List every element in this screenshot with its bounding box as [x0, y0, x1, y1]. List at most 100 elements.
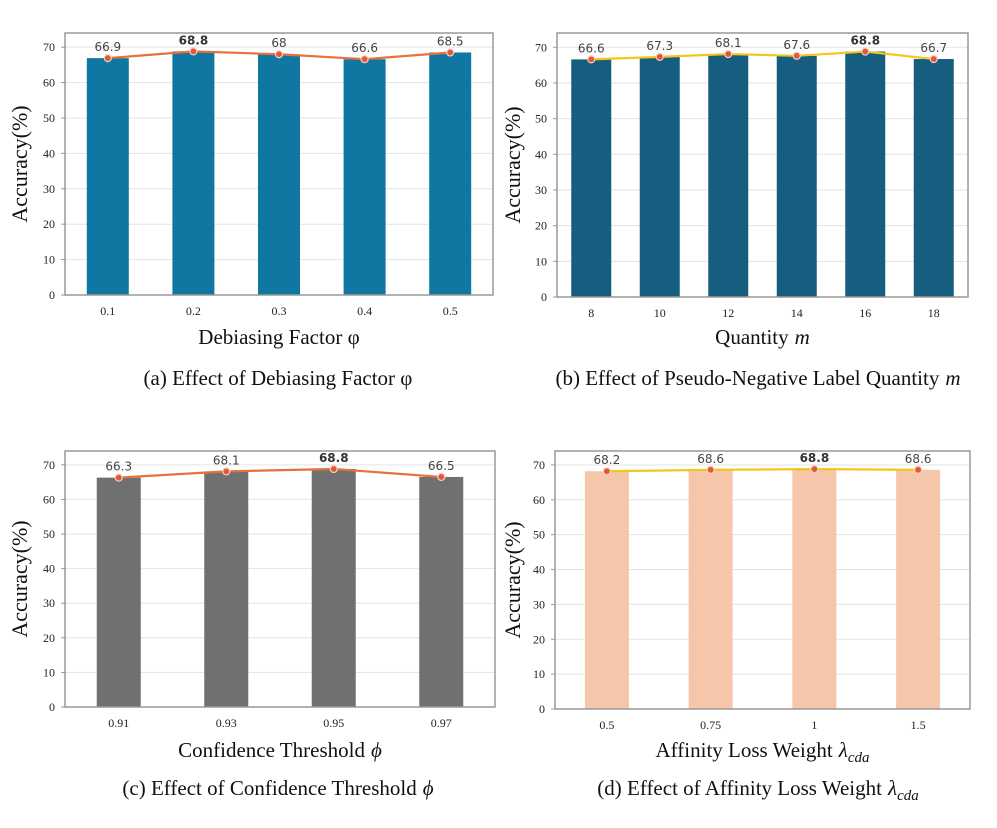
y-tick-label: 70 [535, 40, 547, 54]
data-label: 68.6 [697, 452, 724, 466]
y-tick-label: 20 [43, 631, 55, 645]
bar [913, 59, 954, 297]
trend-line [591, 50, 934, 61]
y-tick-label: 50 [533, 528, 545, 542]
y-tick-label: 0 [49, 700, 55, 714]
y-axis-label: Accuracy(%) [500, 106, 525, 223]
data-point [929, 54, 938, 64]
y-tick-label: 10 [43, 253, 55, 267]
data-label: 68.8 [179, 33, 209, 47]
bar [639, 56, 680, 297]
data-point [222, 467, 231, 476]
data-label: 68.8 [800, 451, 830, 465]
x-tick-label: 16 [859, 306, 871, 320]
plot-frame [64, 450, 496, 708]
y-tick-label: 30 [43, 596, 55, 610]
data-label: 66.9 [94, 40, 121, 54]
x-tick-label: 18 [928, 306, 940, 320]
data-label: 68.1 [213, 453, 240, 467]
x-tick-label: 14 [791, 306, 803, 320]
data-label: 68.6 [905, 452, 932, 466]
y-tick-label: 20 [43, 217, 55, 231]
data-point [446, 48, 455, 57]
x-tick-label: 0.5 [443, 304, 458, 318]
panel-caption-text: (c) Effect of Confidence Threshold [122, 776, 417, 800]
panel-caption: (b) Effect of Pseudo-Negative Label Quan… [555, 366, 960, 390]
y-tick-label: 20 [533, 632, 545, 646]
panel-caption-text: (d) Effect of Affinity Loss Weight [597, 776, 882, 800]
chart-panel-a: 66.9 68.8 68 66.6 68.5 0 10 20 30 40 50 60 70 0.1 0.2 0… [7, 32, 494, 390]
data-point [706, 465, 715, 474]
bar [311, 468, 356, 707]
panel-caption-text: (a) Effect of Debiasing Factor φ [144, 366, 413, 390]
bar [776, 55, 817, 298]
panel-caption: (d) Effect of Affinity Loss Weight λcda [597, 776, 918, 804]
data-point [792, 51, 801, 60]
x-tick-label: 0.95 [323, 716, 344, 730]
y-tick-label: 70 [533, 458, 545, 472]
y-tick-label: 10 [533, 667, 545, 681]
x-tick-label: 1 [811, 718, 817, 732]
panel-caption-subscript: cda [897, 788, 919, 804]
x-tick-label: 1.5 [911, 718, 926, 732]
x-tick-label: 0.97 [431, 716, 452, 730]
chart-panel-d: 68.2 68.6 68.8 68.6 0 10 20 30 40 50 60 70 0.5 0.75 1 1… [500, 450, 971, 804]
panel-caption: (a) Effect of Debiasing Factor φ [144, 366, 413, 390]
bar [896, 469, 941, 709]
panel-caption-variable: λ [887, 776, 897, 800]
x-tick-label: 0.91 [108, 716, 129, 730]
plot-frame [556, 32, 969, 298]
trend-line [606, 468, 919, 473]
x-axis-label-variable: λ [838, 738, 848, 762]
y-tick-label: 0 [539, 702, 545, 716]
data-point [602, 467, 611, 476]
x-tick-label: 0.4 [357, 304, 372, 318]
x-axis-label-variable: ϕ [371, 738, 382, 762]
y-tick-label: 60 [535, 76, 547, 90]
data-label: 66.5 [428, 459, 455, 473]
panel-caption: (c) Effect of Confidence Threshold ϕ [122, 776, 433, 800]
bar [96, 477, 141, 707]
x-tick-label: 12 [722, 306, 734, 320]
trend-line [118, 467, 442, 479]
x-tick-label: 10 [654, 306, 666, 320]
y-axis-label: Accuracy(%) [500, 521, 525, 638]
y-tick-label: 30 [43, 182, 55, 196]
plot-frame [64, 32, 494, 296]
data-point [587, 55, 596, 64]
data-label: 67.3 [646, 39, 673, 53]
x-tick-label: 0.1 [100, 304, 115, 318]
data-label: 68.5 [437, 34, 464, 48]
x-axis-label: Quantity m [715, 325, 810, 349]
data-point [914, 465, 923, 474]
data-point [103, 54, 112, 63]
bar [343, 59, 386, 296]
data-point [114, 473, 123, 482]
y-tick-label: 50 [43, 527, 55, 541]
y-tick-label: 0 [541, 290, 547, 304]
y-tick-label: 70 [43, 458, 55, 472]
panel-caption-text: (b) Effect of Pseudo-Negative Label Quan… [555, 366, 939, 390]
x-axis-label: Confidence Threshold ϕ [178, 738, 382, 762]
x-tick-label: 0.93 [216, 716, 237, 730]
bar [172, 51, 215, 295]
data-point [360, 55, 369, 64]
y-tick-label: 10 [535, 254, 547, 268]
x-axis-label-text: Debiasing Factor φ [198, 325, 359, 349]
data-label: 66.7 [920, 41, 947, 55]
panel-caption-variable: m [945, 366, 960, 390]
data-point [329, 464, 338, 474]
bar [584, 471, 629, 709]
y-tick-label: 60 [533, 493, 545, 507]
y-tick-label: 10 [43, 665, 55, 679]
chart-panel-b: 66.6 67.3 68.1 67.6 68.8 66.7 0 10 20 30 40 50 60 70 8… [500, 32, 969, 390]
x-axis-label-text: Quantity [715, 325, 789, 349]
x-axis-label: Debiasing Factor φ [198, 325, 359, 349]
y-tick-label: 40 [43, 562, 55, 576]
y-axis-label: Accuracy(%) [7, 105, 32, 222]
y-axis-label: Accuracy(%) [7, 520, 32, 637]
data-point [655, 52, 664, 62]
x-axis-label-variable: m [795, 325, 810, 349]
data-point [724, 49, 733, 59]
